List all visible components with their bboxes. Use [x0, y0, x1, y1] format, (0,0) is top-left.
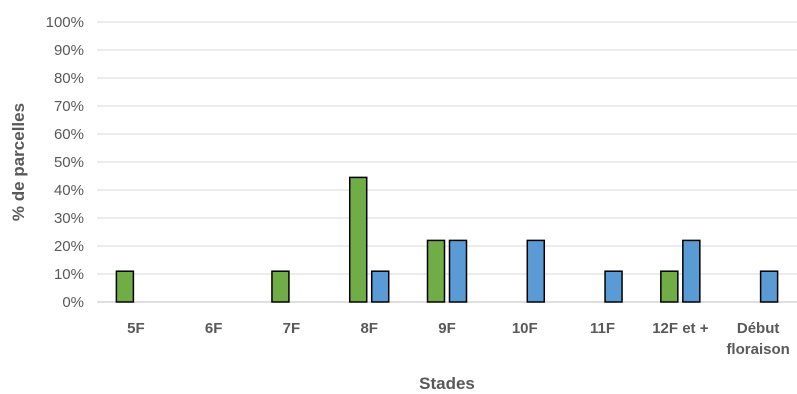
y-tick-label: 50% [54, 154, 84, 171]
x-tick-label: 9F [438, 320, 456, 337]
x-tick-label: 6F [205, 320, 223, 337]
y-tick-label: 60% [54, 126, 84, 143]
x-tick-label: 5F [127, 320, 145, 337]
bar [271, 270, 290, 303]
bar [682, 239, 701, 303]
bar [370, 270, 390, 303]
y-axis-ticks: 0% 10% 20% 30% 40% 50% 60% 70% 80% 90% 100% [46, 14, 84, 311]
y-tick-label: 20% [54, 238, 84, 255]
bar [604, 270, 623, 303]
x-tick-label: 12F et + [652, 320, 709, 337]
x-axis-title: Stades [419, 374, 475, 393]
y-tick-label: 30% [54, 210, 84, 227]
y-tick-label: 70% [54, 98, 84, 115]
bar [448, 239, 468, 303]
y-tick-label: 10% [54, 266, 84, 283]
bar [426, 239, 446, 303]
y-axis-title: % de parcelles [9, 103, 28, 221]
x-axis-ticks: 5F 6F 7F 8F 9F 10F 11F 12F et + Début floraison [127, 320, 790, 358]
y-tick-label: 80% [54, 70, 84, 87]
bar [759, 270, 779, 303]
bar [660, 270, 679, 303]
y-tick-label: 40% [54, 182, 84, 199]
x-tick-label: 10F [512, 320, 538, 337]
x-tick-label: Début floraison [726, 320, 789, 358]
y-tick-label: 0% [62, 294, 84, 311]
y-tick-label: 100% [46, 14, 84, 31]
x-tick-label: 11F [590, 320, 615, 337]
bar [526, 239, 546, 303]
bar [115, 270, 135, 303]
bars [115, 176, 779, 303]
x-tick-label: 7F [283, 320, 301, 337]
y-tick-label: 90% [54, 42, 84, 59]
x-tick-label: 8F [360, 320, 378, 337]
bar [348, 176, 368, 303]
gridlines [97, 21, 797, 303]
